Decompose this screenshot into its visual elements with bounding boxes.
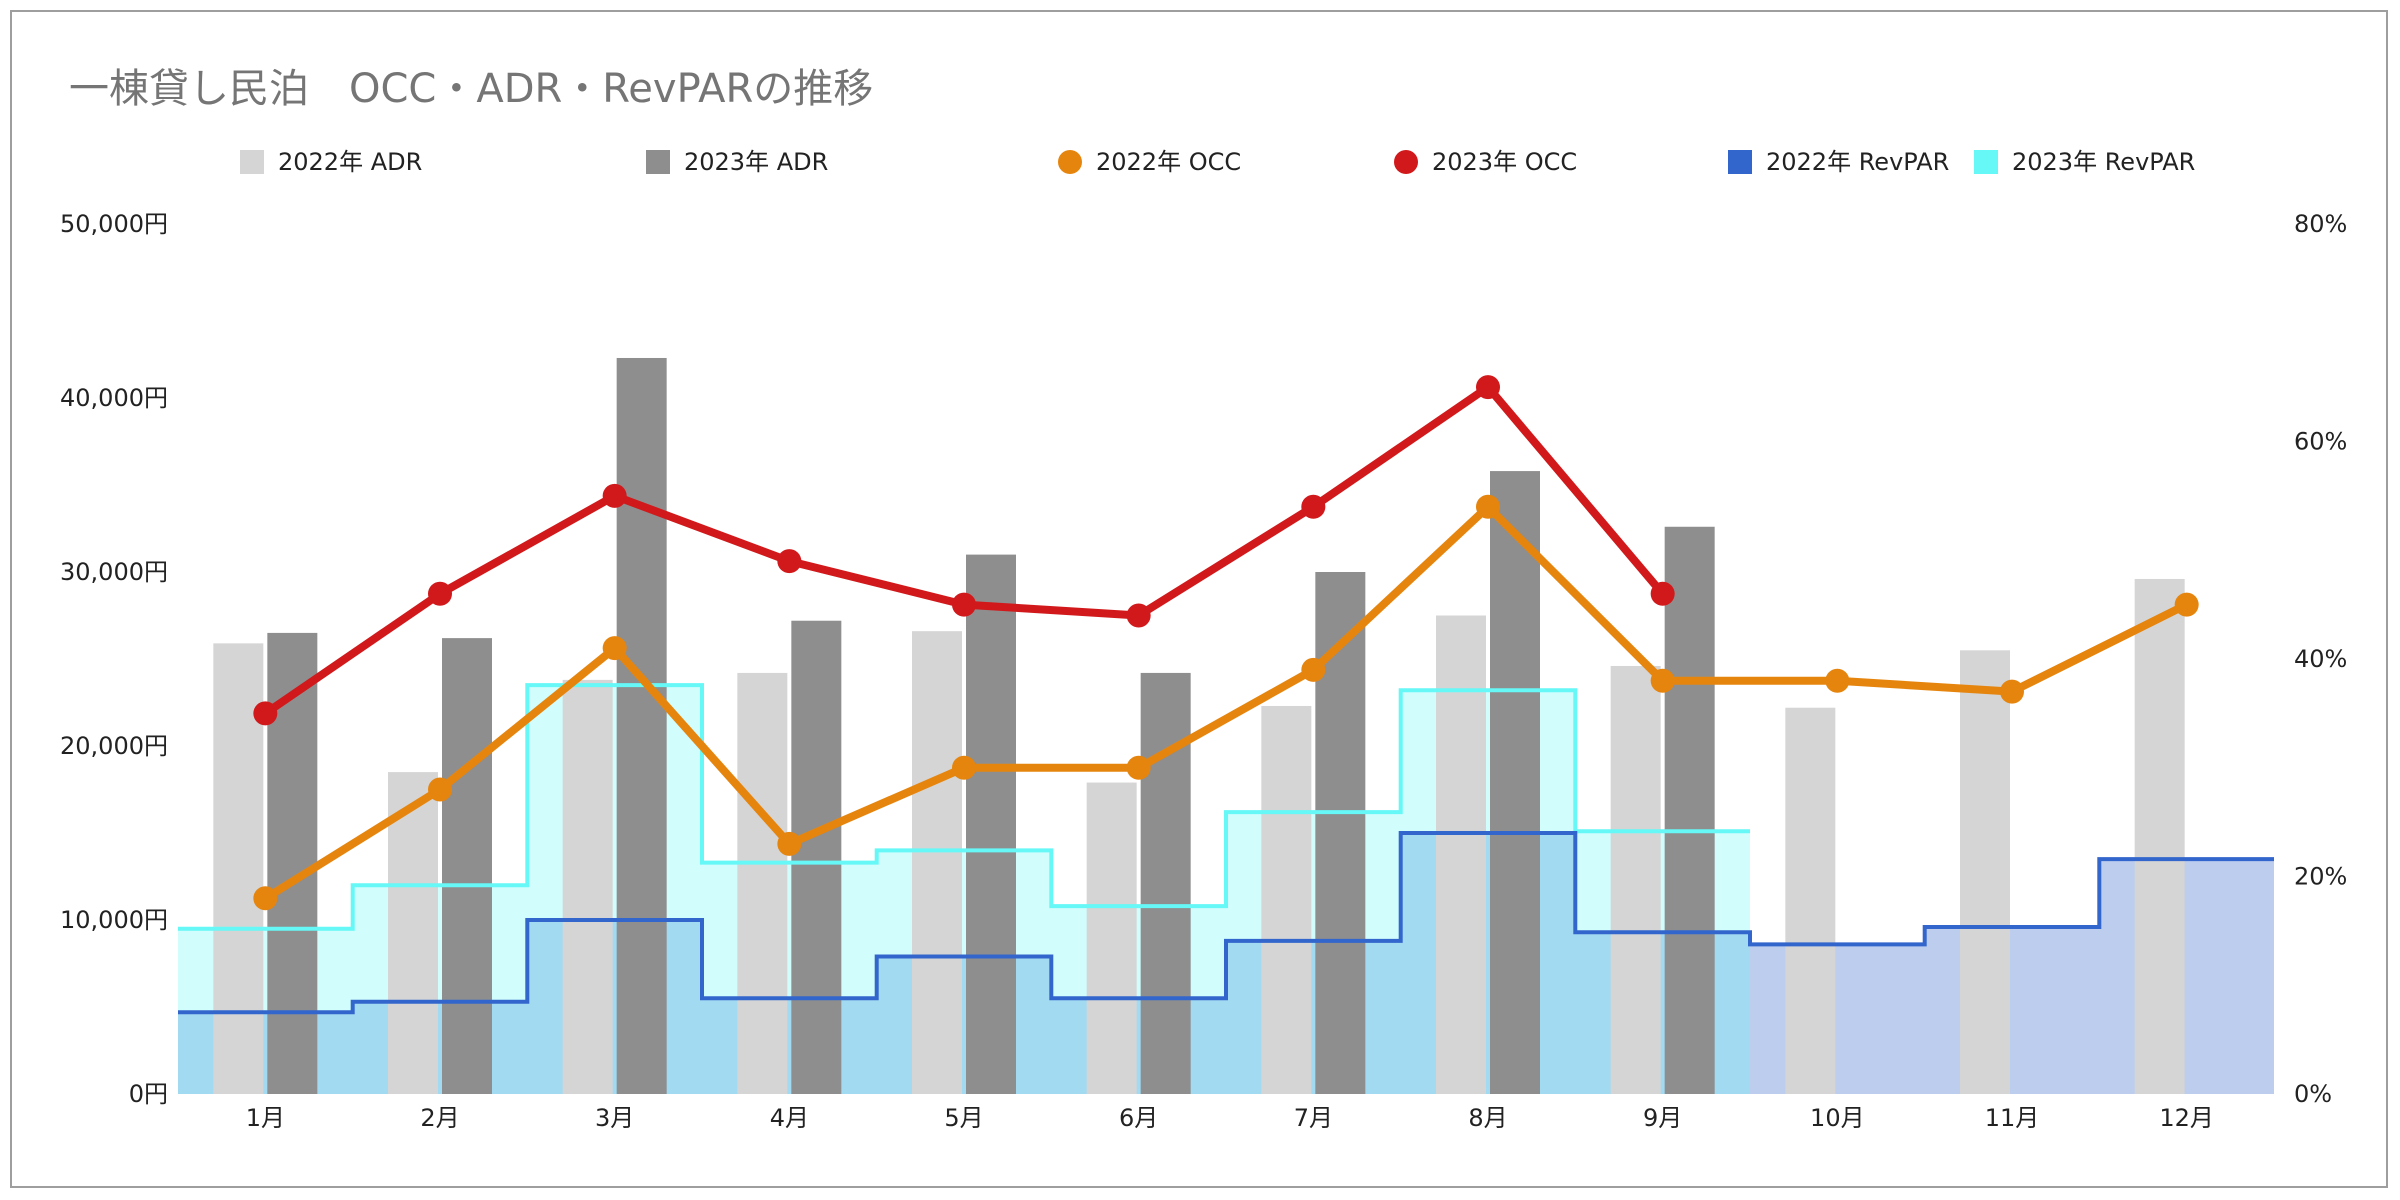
legend-label: 2022年 RevPAR — [1766, 148, 1949, 176]
legend-marker — [1058, 150, 1082, 174]
occ-2023-point — [1650, 581, 1675, 606]
right-axis-tick: 40% — [2294, 645, 2347, 673]
bar-adr-2022 — [737, 672, 788, 1094]
left-axis-tick: 50,000円 — [60, 210, 168, 238]
left-axis-tick: 40,000円 — [60, 384, 168, 412]
x-axis-tick: 10月 — [1810, 1104, 1865, 1132]
occ-2023-point — [1476, 375, 1500, 400]
left-axis-tick: 30,000円 — [60, 558, 168, 586]
legend-marker — [1728, 150, 1752, 174]
bar-adr-2023 — [791, 620, 842, 1094]
x-axis-tick: 8月 — [1468, 1104, 1507, 1132]
occ-2022-point — [1476, 494, 1500, 519]
occ-2022-point — [1825, 668, 1850, 693]
adr-bars — [213, 357, 2185, 1095]
chart-canvas: 一棟貸し民泊 OCC・ADR・RevPARの推移 2022年 ADR 2023年 … — [60, 66, 2347, 1132]
bar-adr-2022 — [388, 772, 438, 1094]
bar-adr-2022 — [1960, 650, 2010, 1094]
occ-2022-line — [263, 502, 2189, 902]
occ-2023-point — [1126, 603, 1151, 628]
legend-label: 2022年 OCC — [1096, 148, 1241, 176]
x-axis-tick: 5月 — [944, 1104, 983, 1132]
occ-2023-point — [602, 483, 627, 508]
occ-2022-point — [1126, 755, 1151, 780]
bar-adr-2023 — [1140, 672, 1191, 1094]
bar-adr-2023 — [966, 554, 1016, 1094]
x-axis-tick: 1月 — [246, 1104, 285, 1132]
legend: 2022年 ADR 2023年 ADR 2022年 OCC 2023年 OCC 2022… — [240, 148, 2195, 176]
occ-2023-point — [253, 701, 278, 726]
x-axis-tick: 9月 — [1643, 1104, 1682, 1132]
bar-adr-2023 — [1315, 572, 1366, 1094]
occ-2022-point — [777, 831, 802, 856]
x-axis-tick: 12月 — [2159, 1104, 2214, 1132]
bar-adr-2022 — [562, 679, 613, 1094]
occ-2022-point — [428, 777, 452, 802]
bar-adr-2023 — [442, 638, 492, 1094]
occ-2023-point — [428, 581, 452, 606]
bar-adr-2022 — [912, 631, 962, 1094]
occ-2022-point — [2174, 592, 2199, 617]
bar-adr-2022 — [1785, 707, 1836, 1094]
occ-2022-point — [952, 755, 976, 780]
bar-adr-2022 — [1610, 665, 1661, 1094]
right-axis-tick: 60% — [2294, 428, 2347, 456]
x-axis-tick: 11月 — [1985, 1104, 2040, 1132]
x-axis-tick: 4月 — [770, 1104, 809, 1132]
legend-marker — [1974, 150, 1998, 174]
bar-adr-2022 — [2134, 578, 2185, 1094]
occ-2022-point — [602, 636, 627, 661]
left-axis-tick: 20,000円 — [60, 732, 168, 760]
occ-2022-point — [1650, 668, 1675, 693]
bar-adr-2022 — [1436, 615, 1486, 1094]
x-axis-tick: 7月 — [1294, 1104, 1333, 1132]
legend-marker — [1394, 150, 1418, 174]
occ-2022-point — [2000, 679, 2024, 704]
occ-2022-point — [253, 886, 278, 911]
bar-adr-2023 — [616, 357, 667, 1095]
revpar-2022-line — [178, 831, 2274, 1015]
left-axis-tick: 10,000円 — [60, 906, 168, 934]
chart-title: 一棟貸し民泊 OCC・ADR・RevPARの推移 — [69, 66, 873, 112]
bar-adr-2022 — [1261, 705, 1312, 1094]
occ-2023-point — [952, 592, 976, 617]
x-axis-tick: 3月 — [595, 1104, 634, 1132]
legend-marker — [240, 150, 264, 174]
legend-label: 2023年 RevPAR — [2012, 148, 2195, 176]
legend-label: 2023年 OCC — [1432, 148, 1577, 176]
occ-lines — [253, 375, 2199, 911]
right-axis-tick: 20% — [2294, 863, 2347, 891]
legend-marker — [646, 150, 670, 174]
x-axis-tick: 2月 — [420, 1104, 459, 1132]
legend-label: 2023年 ADR — [684, 148, 828, 176]
bar-adr-2022 — [1086, 782, 1137, 1094]
legend-label: 2022年 ADR — [278, 148, 422, 176]
occ-2023-point — [1301, 494, 1326, 519]
occ-2023-point — [777, 549, 802, 574]
revpar-lines — [178, 683, 2274, 1015]
right-axis-tick: 80% — [2294, 210, 2347, 238]
chart-frame: 一棟貸し民泊 OCC・ADR・RevPARの推移 2022年 ADR 2023年 … — [10, 10, 2388, 1188]
occ-2022-point — [1301, 657, 1326, 682]
bar-adr-2023 — [1664, 526, 1715, 1094]
x-axis-tick: 6月 — [1119, 1104, 1158, 1132]
revpar-2023-line — [178, 683, 1750, 931]
bar-adr-2023 — [1490, 471, 1540, 1095]
axes: 0円 10,000円 20,000円 30,000円 40,000円 50,000円 0% 2… — [60, 210, 2347, 1132]
right-axis-tick: 0% — [2294, 1080, 2332, 1108]
left-axis-tick: 0円 — [129, 1080, 168, 1108]
